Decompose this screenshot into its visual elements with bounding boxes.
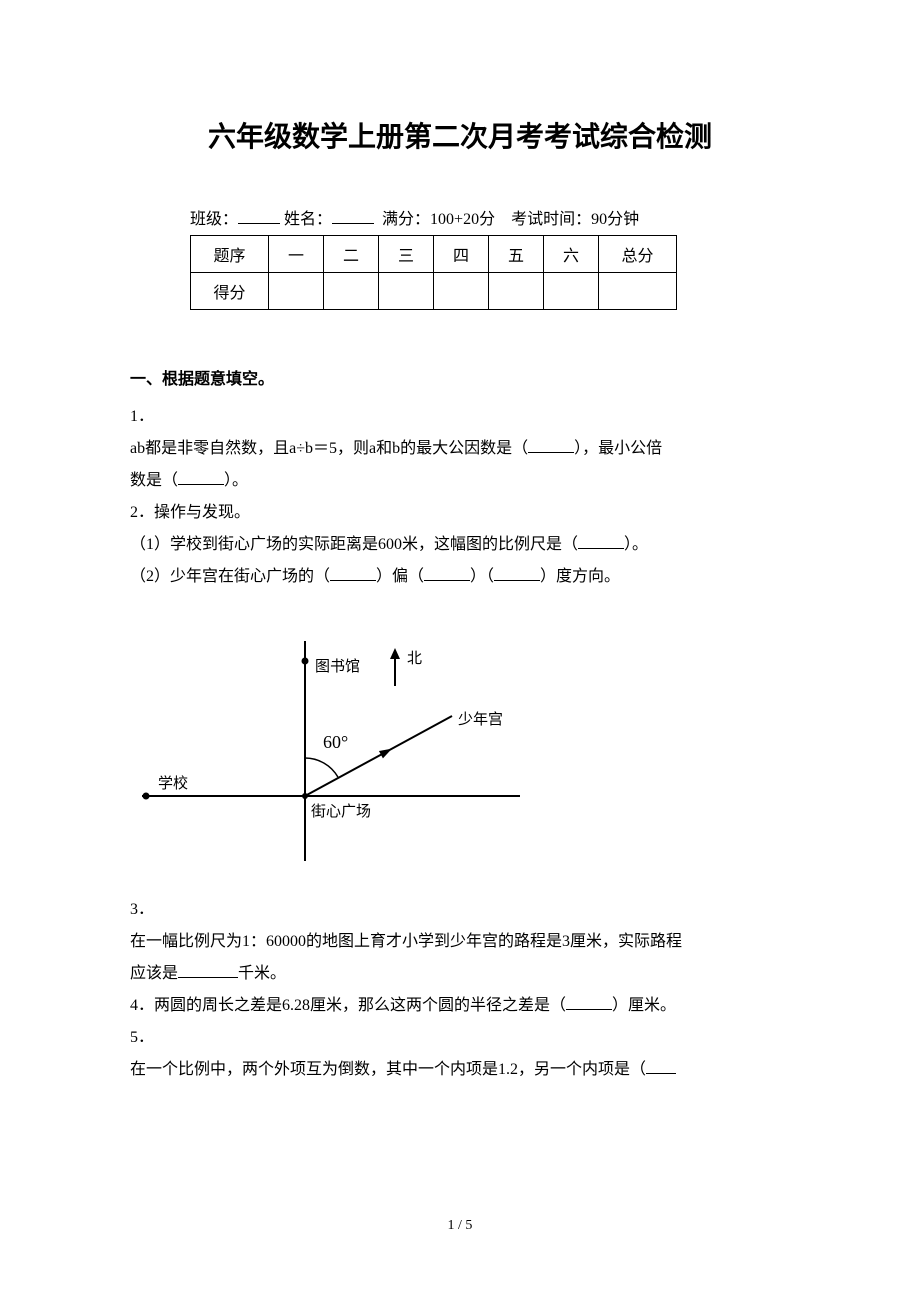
- cell: 二: [324, 236, 379, 273]
- page-title: 六年级数学上册第二次月考考试综合检测: [130, 115, 790, 155]
- cell: [269, 273, 324, 310]
- question-1: 1． ab都是非零自然数，且a÷b＝5，则a和b的最大公因数是（ ），最小公倍 数…: [130, 401, 790, 497]
- answer-blank: [646, 1060, 676, 1074]
- q-text: ）。: [624, 536, 648, 553]
- q-text: ）偏（: [376, 568, 424, 585]
- svg-text:图书馆: 图书馆: [315, 658, 360, 675]
- cell: [324, 273, 379, 310]
- q-text: ），最小公倍: [574, 440, 662, 457]
- answer-blank: [330, 567, 376, 581]
- section-heading: 一、根据题意填空。: [130, 365, 790, 389]
- q-text: ）厘米。: [612, 997, 676, 1014]
- name-blank: [332, 208, 374, 224]
- q-num: 5．: [130, 1029, 154, 1046]
- cell: 五: [489, 236, 544, 273]
- question-5: 5． 在一个比例中，两个外项互为倒数，其中一个内项是1.2，另一个内项是（: [130, 1022, 790, 1086]
- cell: [489, 273, 544, 310]
- q-text: （1）学校到街心广场的实际距离是600米，这幅图的比例尺是（: [130, 536, 578, 553]
- q-text: 数是（: [130, 472, 178, 489]
- direction-diagram: 北 图书馆 60° 少年宫 学校 街心广场: [130, 611, 790, 876]
- cell: 一: [269, 236, 324, 273]
- svg-text:北: 北: [407, 650, 422, 667]
- question-4: 4．两圆的周长之差是6.28厘米，那么这两个圆的半径之差是（ ）厘米。: [130, 990, 790, 1022]
- cell: 三: [379, 236, 434, 273]
- answer-blank: [178, 964, 238, 978]
- svg-text:60°: 60°: [323, 732, 348, 752]
- table-row: 得分: [191, 273, 677, 310]
- time-value: 90分钟: [591, 211, 639, 228]
- q-text: ）。: [224, 472, 248, 489]
- answer-blank: [424, 567, 470, 581]
- cell: [599, 273, 677, 310]
- answer-blank: [178, 471, 224, 485]
- q-text: （2）少年宫在街心广场的（: [130, 568, 330, 585]
- q-num: 1．: [130, 408, 154, 425]
- answer-blank: [528, 439, 574, 453]
- cell: 总分: [599, 236, 677, 273]
- name-label: 姓名：: [284, 211, 332, 228]
- svg-text:学校: 学校: [158, 775, 188, 792]
- answer-blank: [578, 535, 624, 549]
- cell: 四: [434, 236, 489, 273]
- cell: 题序: [191, 236, 269, 273]
- question-2: 2．操作与发现。 （1）学校到街心广场的实际距离是600米，这幅图的比例尺是（ ）…: [130, 497, 790, 593]
- cell: 六: [544, 236, 599, 273]
- question-3: 3． 在一幅比例尺为1：60000的地图上育才小学到少年宫的路程是3厘米，实际路…: [130, 894, 790, 990]
- q-num: 2．: [130, 504, 154, 521]
- answer-blank: [566, 996, 612, 1010]
- table-row: 题序 一 二 三 四 五 六 总分: [191, 236, 677, 273]
- q-text: ）（: [470, 568, 494, 585]
- page-footer: 1 / 5: [0, 1218, 920, 1234]
- svg-text:少年宫: 少年宫: [458, 711, 503, 728]
- full-value: 100+20分: [430, 211, 495, 228]
- full-label: 满分：: [382, 211, 430, 228]
- q-num: 4．: [130, 997, 154, 1014]
- cell: [544, 273, 599, 310]
- cell: 得分: [191, 273, 269, 310]
- time-label: 考试时间：: [511, 211, 591, 228]
- score-table: 题序 一 二 三 四 五 六 总分 得分: [190, 235, 677, 310]
- class-blank: [238, 208, 280, 224]
- q-text: 应该是: [130, 965, 178, 982]
- answer-blank: [494, 567, 540, 581]
- cell: [434, 273, 489, 310]
- class-label: 班级：: [190, 211, 238, 228]
- q-text: 两圆的周长之差是6.28厘米，那么这两个圆的半径之差是（: [154, 997, 566, 1014]
- cell: [379, 273, 434, 310]
- svg-text:街心广场: 街心广场: [311, 803, 371, 820]
- q-text: 千米。: [238, 965, 286, 982]
- q-text: 在一幅比例尺为1：60000的地图上育才小学到少年宫的路程是3厘米，实际路程: [130, 933, 682, 950]
- q-text: 在一个比例中，两个外项互为倒数，其中一个内项是1.2，另一个内项是（: [130, 1061, 646, 1078]
- exam-info-line: 班级： 姓名： 满分：100+20分 考试时间：90分钟: [130, 205, 790, 229]
- q-text: 操作与发现。: [154, 504, 250, 521]
- q-num: 3．: [130, 901, 154, 918]
- q-text: ）度方向。: [540, 568, 620, 585]
- q-text: ab都是非零自然数，且a÷b＝5，则a和b的最大公因数是（: [130, 440, 528, 457]
